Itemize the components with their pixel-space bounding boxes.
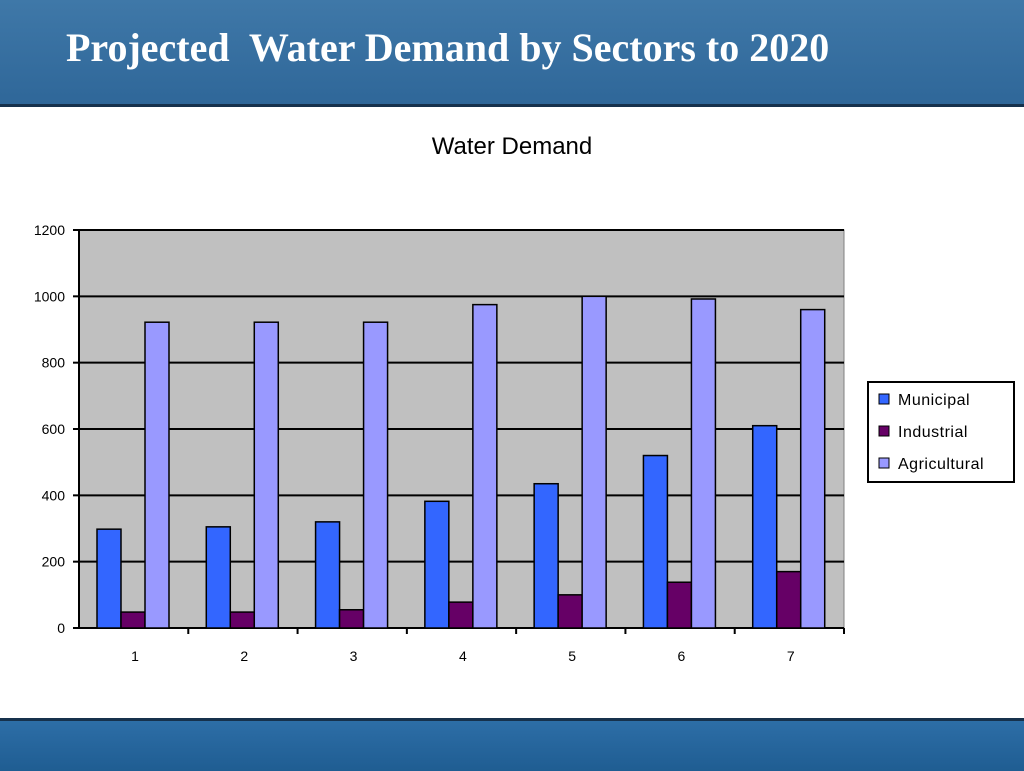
x-tick-label: 4 [459,648,467,664]
bar-agricultural-1 [144,321,170,629]
bar-industrial-7 [775,570,802,629]
bar-municipal-4 [424,500,450,629]
bar-industrial-4 [448,601,474,629]
footer-bar [0,718,1024,771]
y-tick-label: 1000 [34,288,65,304]
y-tick-label: 600 [42,421,66,437]
legend-swatch-municipal [878,393,890,405]
title-bar: Projected Water Demand by Sectors to 202… [0,0,1024,107]
bar-industrial-5 [557,594,583,629]
bar-municipal-7 [751,424,778,629]
legend: Municipal Industrial Agricultural [867,381,1015,483]
bar-agricultural-2 [253,321,280,629]
y-tick-label: 1200 [34,222,65,238]
bar-municipal-3 [314,521,341,629]
bar-municipal-2 [205,526,232,629]
bar-agricultural-5 [581,295,607,629]
bar-industrial-6 [666,581,693,629]
x-tick-label: 3 [350,648,358,664]
bar-agricultural-4 [472,303,498,629]
y-tick-label: 800 [42,355,66,371]
x-tick-label: 5 [568,648,576,664]
y-tick-label: 200 [42,554,66,570]
bar-agricultural-7 [799,308,826,629]
slide-title: Projected Water Demand by Sectors to 202… [66,25,830,70]
legend-label-municipal: Municipal [898,392,970,409]
y-tick-label: 400 [42,487,66,503]
x-tick-label: 1 [131,648,139,664]
bar-municipal-1 [96,528,122,629]
x-tick-label: 6 [678,648,686,664]
bar-industrial-2 [229,611,256,629]
chart: Water Demand 0 200 400 600 800 1000 1200 1 2 3 4 5 6… [34,133,1015,664]
bar-industrial-1 [120,611,146,629]
legend-swatch-agricultural [878,457,890,469]
plot-area: 0 200 400 600 800 1000 1200 1 2 3 4 5 6 7 [34,222,845,664]
legend-label-agricultural: Agricultural [898,456,984,473]
bar-agricultural-6 [690,298,717,629]
y-tick-label: 0 [57,620,65,636]
bar-municipal-5 [533,482,559,629]
legend-swatch-industrial [878,425,890,437]
legend-box [867,381,1015,483]
x-tick-label: 2 [240,648,248,664]
chart-title: Water Demand [432,133,593,160]
bar-municipal-6 [642,454,669,629]
x-tick-label: 7 [787,648,795,664]
bar-agricultural-3 [362,321,389,629]
bar-industrial-3 [338,609,365,629]
legend-label-industrial: Industrial [898,424,968,441]
